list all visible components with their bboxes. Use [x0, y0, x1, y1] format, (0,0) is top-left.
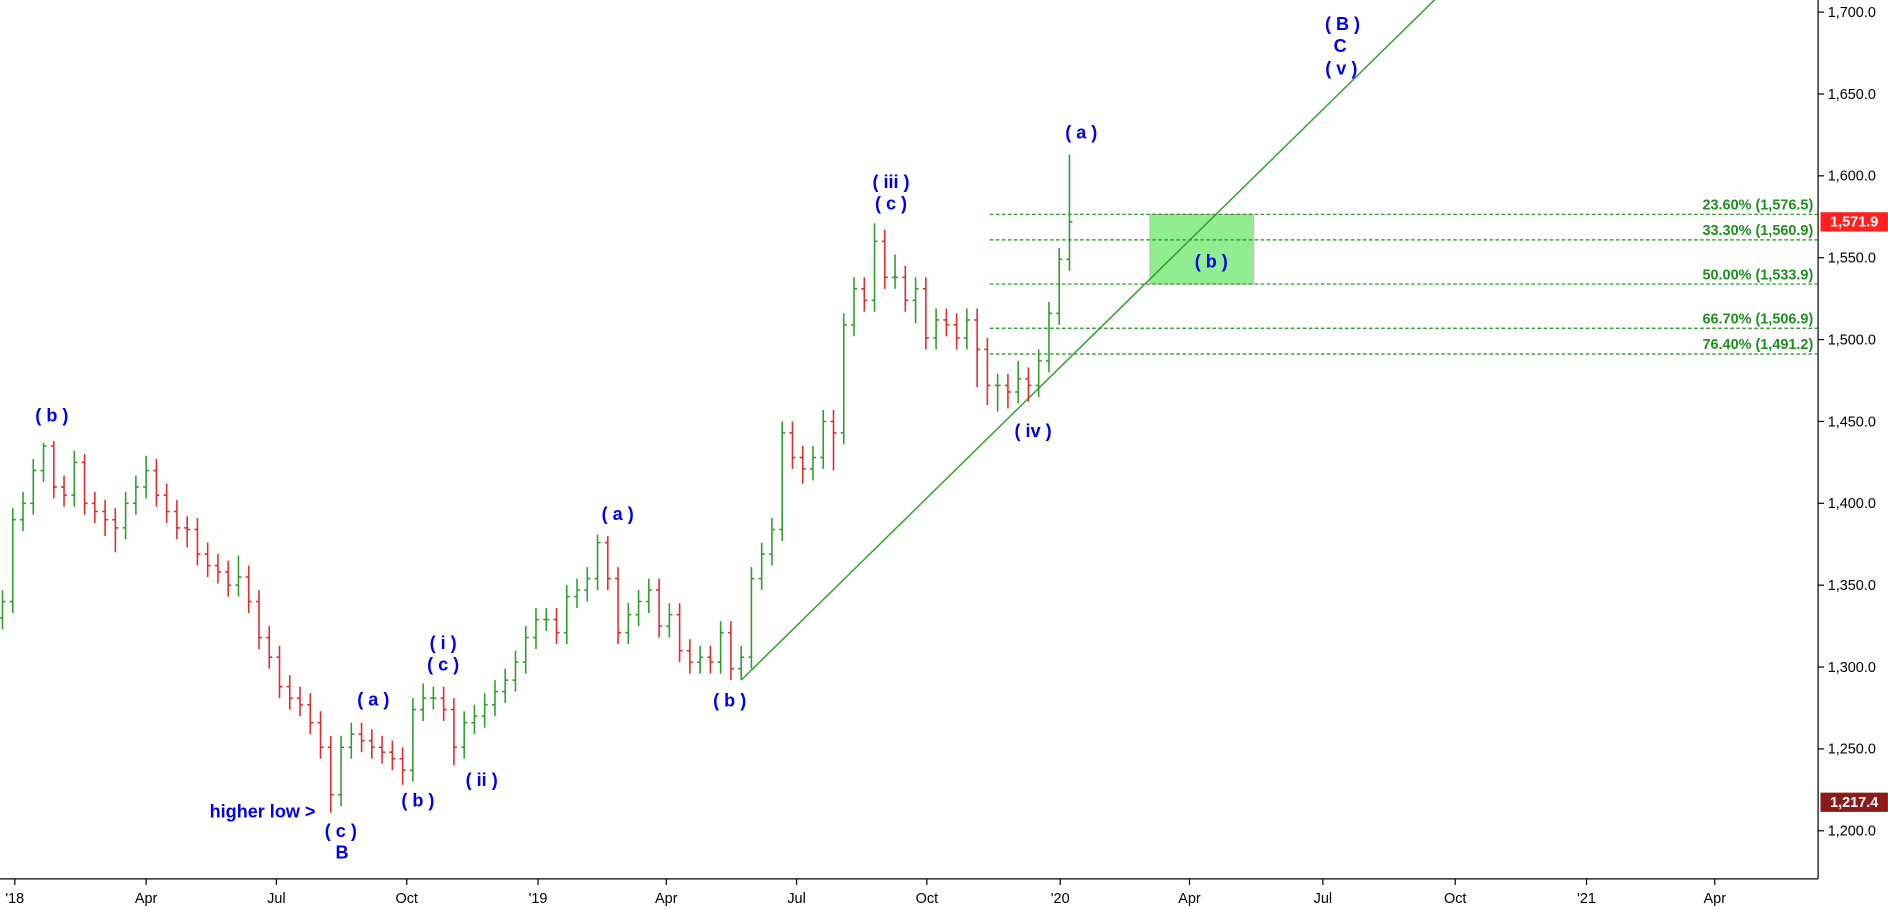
fib-label: 76.40% (1,491.2)	[1703, 337, 1814, 353]
y-tick-label: 1,700.0	[1828, 5, 1876, 21]
y-tick-label: 1,200.0	[1828, 824, 1876, 840]
wave-label: ( a )	[357, 690, 389, 710]
x-tick-label: Oct	[1444, 891, 1466, 907]
wave-label: ( c )	[875, 193, 907, 213]
x-tick-label: Apr	[135, 891, 158, 907]
price-tag-label: 1,217.4	[1830, 795, 1878, 811]
wave-label: ( b )	[401, 791, 434, 811]
plot-area	[0, 0, 1819, 813]
y-tick-label: 1,650.0	[1828, 87, 1876, 103]
wave-label: ( iv )	[1015, 421, 1052, 441]
wave-label: ( c )	[427, 655, 459, 675]
wave-label: higher low >	[210, 801, 316, 821]
price-tag	[1820, 792, 1888, 812]
wave-label: ( a )	[1065, 122, 1097, 142]
y-tick-label: 1,350.0	[1828, 578, 1876, 594]
price-tag-label: 1,571.9	[1830, 215, 1878, 231]
x-tick-label: '21	[1577, 891, 1596, 907]
x-tick-label: Apr	[1178, 891, 1201, 907]
y-tick-label: 1,400.0	[1828, 496, 1876, 512]
target-zone	[1149, 213, 1254, 285]
y-tick-label: 1,550.0	[1828, 251, 1876, 267]
wave-label: B	[335, 842, 348, 862]
fib-label: 33.30% (1,560.9)	[1703, 223, 1814, 239]
wave-label: ( ii )	[466, 770, 498, 790]
wave-label: C	[1334, 36, 1347, 56]
wave-label: ( v )	[1325, 59, 1357, 79]
wave-label: ( a )	[602, 504, 634, 524]
x-tick-label: Apr	[1704, 891, 1727, 907]
x-tick-label: '18	[5, 891, 24, 907]
trend-line	[740, 0, 1436, 681]
wave-label: ( c )	[325, 821, 357, 841]
y-tick-label: 1,450.0	[1828, 414, 1876, 430]
wave-label: ( iii )	[872, 172, 909, 192]
x-tick-label: Jul	[267, 891, 285, 907]
wave-label: ( b )	[713, 691, 746, 711]
y-tick-label: 1,600.0	[1828, 169, 1876, 185]
x-tick-label: '19	[529, 891, 548, 907]
wave-label: ( i )	[430, 633, 457, 653]
y-tick-label: 1,300.0	[1828, 660, 1876, 676]
x-tick-label: Oct	[395, 891, 417, 907]
x-tick-label: Oct	[916, 891, 938, 907]
x-tick-label: '20	[1051, 891, 1070, 907]
x-tick-label: Jul	[1314, 891, 1332, 907]
x-tick-label: Jul	[787, 891, 805, 907]
y-tick-label: 1,250.0	[1828, 742, 1876, 758]
wave-label: ( B )	[1325, 14, 1360, 34]
fib-label: 50.00% (1,533.9)	[1703, 267, 1814, 283]
price-tag	[1820, 212, 1888, 232]
wave-label: ( b )	[35, 405, 68, 425]
fib-label: 66.70% (1,506.9)	[1703, 311, 1814, 327]
fib-label: 23.60% (1,576.5)	[1703, 198, 1814, 214]
y-tick-label: 1,500.0	[1828, 332, 1876, 348]
x-tick-label: Apr	[655, 891, 678, 907]
wave-label: ( b )	[1195, 251, 1228, 271]
